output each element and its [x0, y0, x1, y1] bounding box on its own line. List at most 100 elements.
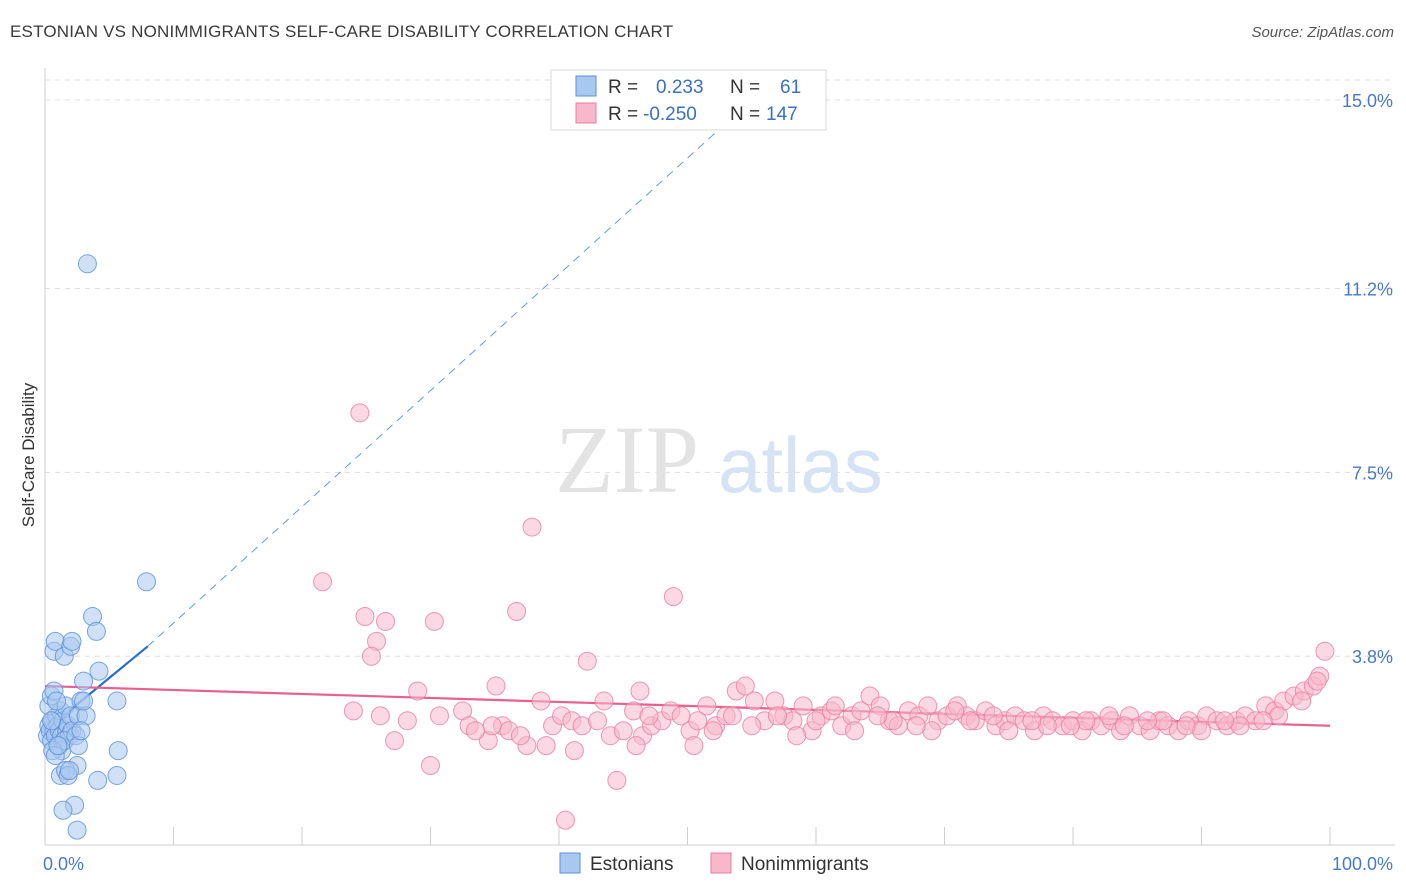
point-nonimmigrants — [845, 721, 865, 741]
point-nonimmigrants — [983, 706, 1003, 726]
point-nonimmigrants — [355, 606, 375, 626]
point-nonimmigrants — [1215, 711, 1235, 731]
point-nonimmigrants — [421, 756, 440, 776]
point-nonimmigrants — [1176, 716, 1196, 736]
point-nonimmigrants — [361, 646, 381, 666]
scatter-points — [38, 254, 1335, 840]
point-nonimmigrants — [370, 706, 390, 726]
legend-r-label-estonians: R = — [608, 77, 638, 98]
y-tick-label: 15.0% — [1342, 91, 1393, 111]
point-nonimmigrants — [703, 721, 723, 741]
point-nonimmigrants — [767, 706, 787, 726]
point-nonimmigrants — [482, 716, 502, 736]
legend-n-value-nonimmigrants: 147 — [766, 104, 798, 125]
point-nonimmigrants — [577, 651, 597, 671]
point-nonimmigrants — [350, 403, 370, 423]
point-nonimmigrants — [1307, 671, 1327, 691]
bottom-legend-label-estonians: Estonians — [590, 854, 673, 875]
point-nonimmigrants — [639, 706, 659, 726]
point-nonimmigrants — [1099, 706, 1119, 726]
legend-n-label-nonimmigrants: N = — [730, 104, 760, 125]
point-nonimmigrants — [555, 810, 575, 830]
point-nonimmigrants — [722, 706, 742, 726]
point-nonimmigrants — [536, 736, 556, 756]
point-nonimmigrants — [1022, 711, 1042, 731]
point-estonians — [137, 572, 157, 592]
point-estonians — [48, 736, 68, 756]
point-estonians — [74, 671, 94, 691]
point-nonimmigrants — [999, 721, 1019, 741]
bottom-legend-swatch-estonians — [559, 852, 581, 874]
x-tick-label: 0.0% — [43, 854, 84, 874]
y-tick-label: 7.5% — [1352, 463, 1393, 483]
point-nonimmigrants — [630, 681, 650, 701]
point-nonimmigrants — [408, 681, 428, 701]
legend-r-value-estonians: 0.233 — [656, 77, 704, 98]
legend-bottom: Estonians Nonimmigrants — [559, 852, 869, 875]
watermark: ZIP atlas — [555, 406, 883, 513]
point-nonimmigrants — [742, 716, 762, 736]
point-nonimmigrants — [626, 736, 646, 756]
point-estonians — [47, 691, 67, 711]
point-nonimmigrants — [522, 517, 542, 537]
point-nonimmigrants — [868, 706, 888, 726]
point-estonians — [88, 770, 108, 790]
point-nonimmigrants — [1315, 641, 1335, 661]
legend-top-box — [550, 69, 827, 131]
point-nonimmigrants — [787, 726, 807, 746]
point-nonimmigrants — [806, 711, 826, 731]
trend-extension-estonians — [147, 99, 753, 647]
chart-source: Source: ZipAtlas.com — [1251, 24, 1394, 41]
point-estonians — [108, 741, 128, 761]
watermark-atlas: atlas — [718, 421, 883, 509]
x-tick-label: 100.0% — [1332, 854, 1393, 874]
point-nonimmigrants — [313, 572, 333, 592]
point-nonimmigrants — [507, 602, 527, 622]
point-nonimmigrants — [465, 721, 485, 741]
legend-swatch-nonimmigrants — [575, 102, 597, 124]
point-nonimmigrants — [385, 731, 405, 751]
point-nonimmigrants — [429, 706, 449, 726]
point-nonimmigrants — [531, 691, 551, 711]
point-nonimmigrants — [397, 711, 417, 731]
point-nonimmigrants — [735, 676, 755, 696]
legend-swatch-estonians — [575, 75, 597, 97]
point-nonimmigrants — [684, 736, 704, 756]
point-nonimmigrants — [1292, 691, 1312, 711]
point-estonians — [86, 621, 106, 641]
point-nonimmigrants — [486, 676, 506, 696]
legend-r-label-nonimmigrants: R = — [608, 104, 638, 125]
bottom-legend-swatch-nonimmigrants — [710, 852, 732, 874]
point-nonimmigrants — [343, 701, 363, 721]
point-nonimmigrants — [424, 611, 444, 631]
point-estonians — [107, 765, 127, 785]
point-nonimmigrants — [688, 711, 708, 731]
y-axis-title: Self-Care Disability — [19, 382, 38, 527]
point-estonians — [107, 691, 127, 711]
point-nonimmigrants — [1060, 716, 1080, 736]
point-nonimmigrants — [1114, 716, 1134, 736]
point-nonimmigrants — [588, 711, 608, 731]
watermark-zip: ZIP — [555, 406, 699, 513]
y-tick-label: 11.2% — [1343, 280, 1393, 300]
point-nonimmigrants — [825, 696, 845, 716]
chart-title: ESTONIAN VS NONIMMIGRANTS SELF-CARE DISA… — [10, 22, 674, 41]
point-nonimmigrants — [376, 611, 396, 631]
point-nonimmigrants — [945, 701, 965, 721]
legend-n-value-estonians: 61 — [780, 77, 801, 98]
grid-lines — [45, 79, 1395, 657]
point-estonians — [53, 800, 73, 820]
point-estonians — [67, 820, 87, 840]
point-nonimmigrants — [793, 696, 813, 716]
point-estonians — [59, 760, 79, 780]
y-tick-label: 3.8% — [1352, 647, 1393, 667]
point-nonimmigrants — [744, 691, 764, 711]
point-nonimmigrants — [1138, 711, 1158, 731]
point-nonimmigrants — [510, 726, 530, 746]
point-nonimmigrants — [918, 696, 938, 716]
legend-top: R = 0.233 N = 61 R = -0.250 N = 147 — [550, 69, 827, 131]
point-estonians — [89, 661, 109, 681]
point-estonians — [74, 691, 94, 711]
point-nonimmigrants — [594, 691, 614, 711]
